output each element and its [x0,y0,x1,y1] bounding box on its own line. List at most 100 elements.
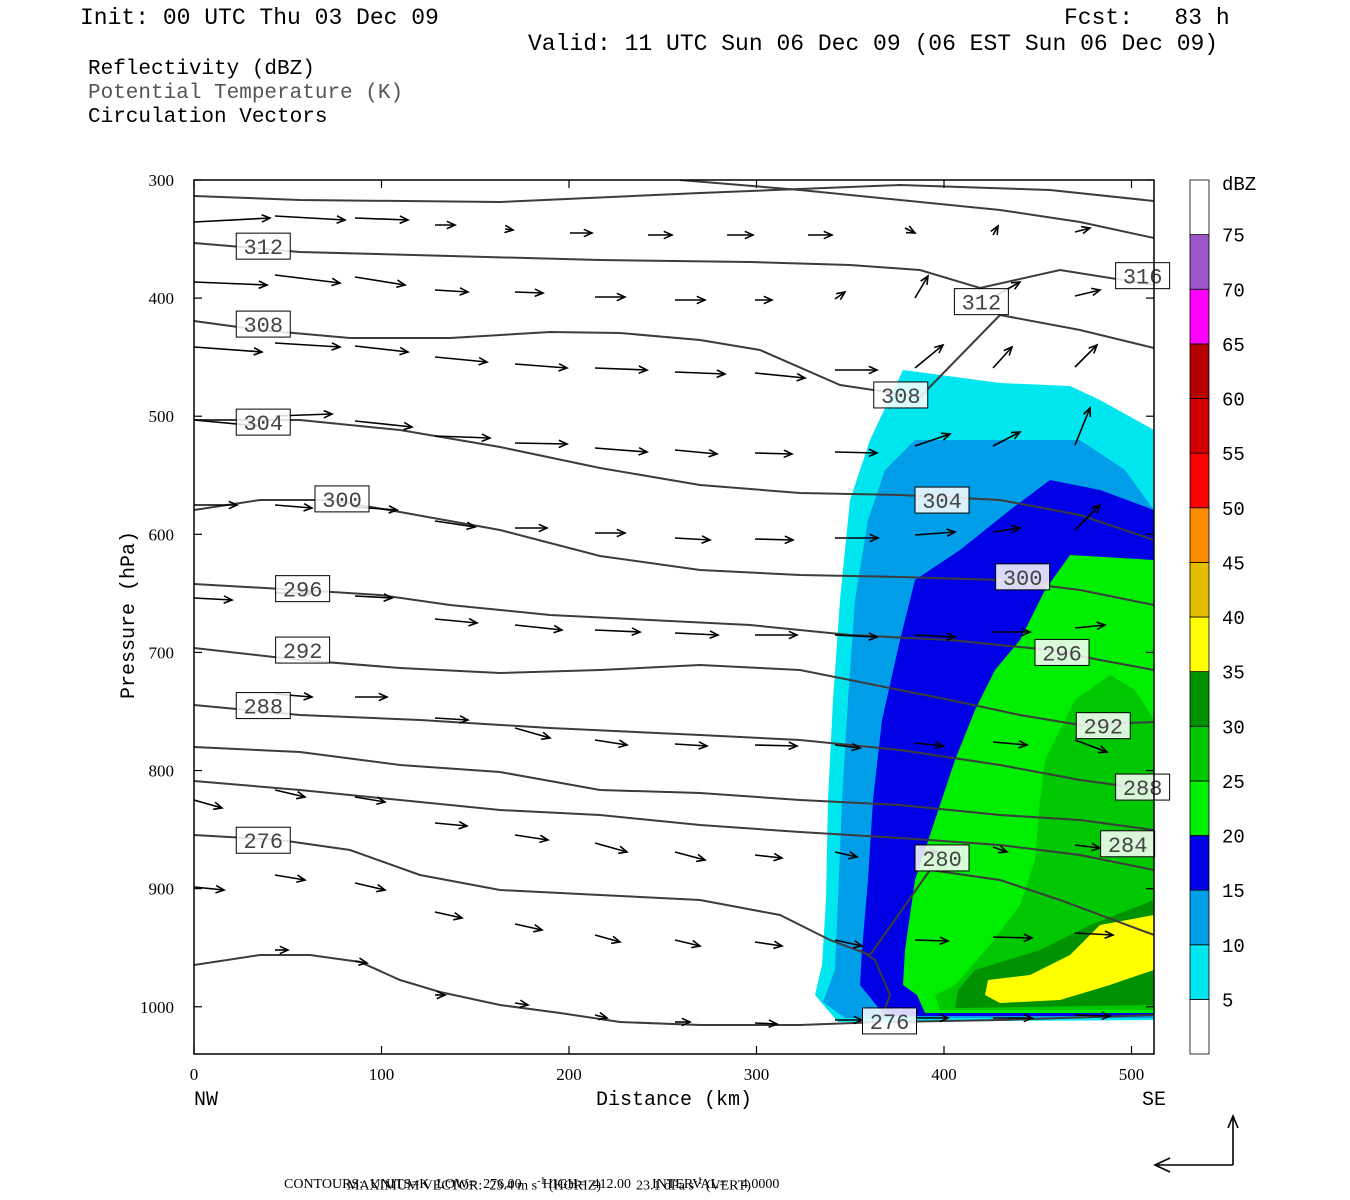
vector-arrow [434,715,470,724]
vector-arrow [914,343,945,369]
x-tick-label: 0 [190,1065,199,1084]
vector-arrow [1074,930,1115,939]
vector-arrow [354,276,407,289]
theta-label-text: 308 [881,385,921,410]
colorbar-swatch [1189,343,1210,399]
vector-arrow [675,295,707,305]
vector-arrow [754,449,794,459]
field-circulation-vectors: Circulation Vectors [88,106,328,129]
vector-arrow [274,789,307,800]
theta-contour [194,949,892,1026]
x-tick-label: 500 [1119,1065,1145,1084]
vector-arrow [504,224,515,234]
theta-label: 312 [235,232,291,261]
vector-arrow [434,520,477,531]
vector-arrow [354,345,410,356]
vector-arrow [194,346,264,356]
theta-contour [194,419,1154,541]
theta-label-box [914,844,970,872]
y-tick-label: 600 [149,525,175,544]
vector-arrow [834,448,879,458]
vector-arrow [834,632,879,642]
theta-label-box [235,692,291,720]
vector-arrow [835,365,879,375]
theta-label-box [995,563,1051,591]
theta-label-text: 292 [1083,716,1123,741]
theta-label-text: 296 [283,579,323,604]
vector-arrow [274,215,347,224]
vector-arrow [808,230,834,240]
colorbar-swatch [1189,780,1210,836]
colorbar-label: 15 [1222,881,1245,903]
colorbar-label: 45 [1222,553,1245,575]
vector-arrow [194,280,269,290]
theta-label-text: 276 [870,1011,910,1036]
colorbar-swatch [1189,234,1210,290]
theta-label-box [314,485,370,513]
vector-arrow [435,220,457,230]
theta-contour [679,180,1154,239]
y-tick-label: 500 [149,407,175,426]
theta-label-text: 280 [922,848,962,873]
axes: 0 100 200 300 400 500 300 400 500 600 700 800 900 100… [140,171,1154,1084]
theta-label-box [1115,773,1171,801]
colorbar-label: 55 [1222,444,1245,466]
theta-label-box [275,575,331,603]
vector-arrow [594,934,622,945]
theta-label: 280 [914,844,970,873]
y-tick-label: 900 [149,880,175,899]
vector-arrow [594,842,629,855]
vector-arrow [274,274,342,287]
vector-arrow [674,741,709,750]
colorbar-label: 30 [1222,717,1245,739]
vector-arrow [514,363,569,372]
theta-label-box [275,636,331,664]
vector-arrow [354,215,410,225]
vector-arrow [594,739,629,749]
theta-label: 296 [275,575,331,604]
vector-arrow [434,356,489,366]
vector-arrow [990,224,999,236]
colorbar-swatch [1189,507,1210,563]
vector-arrow [514,288,545,298]
vector-arrow [754,741,799,751]
colorbar-label: 5 [1222,990,1233,1012]
x-tick-label: 300 [744,1065,770,1084]
vector-arrow [274,874,307,884]
vector-arrow [992,933,1034,943]
theta-label: 276 [235,826,291,855]
vector-arrow [275,945,290,955]
field-reflectivity: Reflectivity (dBZ) [88,58,315,81]
vector-arrow [992,739,1029,749]
theta-label: 292 [1075,712,1131,741]
theta-label-text: 296 [1042,642,1082,667]
vector-arrow [674,535,712,544]
x-left-label: NW [194,1089,218,1112]
vector-arrow [834,742,862,752]
theta-label: 304 [235,408,291,437]
vector-arrow [754,372,807,382]
vector-arrow [194,214,272,223]
vector-arrow [914,528,957,537]
theta-contour [194,647,1154,727]
vector-arrow [514,999,530,1009]
theta-label-text: 276 [243,830,283,855]
theta-contour [194,746,1154,831]
vector-arrow [914,274,929,299]
theta-label-box [1115,262,1171,290]
vector-arrow [1074,621,1107,631]
vector-arrow [992,345,1014,369]
vector-arrow [754,940,784,950]
vector-arrow [993,627,1032,637]
vector-arrow [515,523,549,533]
theta-label: 316 [1115,262,1171,291]
vector-arrow [570,228,594,238]
colorbar-label: 35 [1222,663,1245,685]
colorbar-swatch [1189,944,1210,1000]
y-tick-label: 400 [149,289,175,308]
theta-label-text: 312 [962,292,1002,317]
dbz-35-region [985,915,1154,1003]
theta-label-text: 288 [1123,777,1163,802]
vector-arrow [992,845,1009,854]
theta-contour [889,1014,1154,1023]
